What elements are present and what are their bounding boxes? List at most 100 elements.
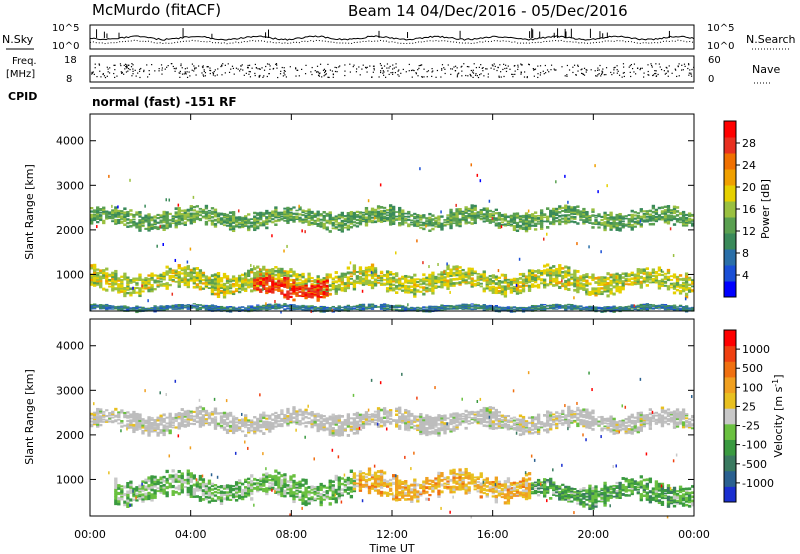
- freq-nave-dot: [655, 72, 657, 75]
- heatmap-cell: [219, 278, 224, 281]
- freq-nave-dot: [380, 70, 382, 72]
- heatmap-cell: [630, 223, 634, 227]
- heatmap-cell: [431, 291, 435, 295]
- heatmap-cell: [346, 278, 351, 282]
- heatmap-cell: [576, 283, 580, 287]
- freq-nave-dot: [397, 74, 399, 76]
- heatmap-cell: [216, 308, 221, 310]
- freq-nave-dot: [180, 63, 182, 65]
- heatmap-cell: [349, 307, 354, 309]
- heatmap-cell: [452, 220, 456, 222]
- heatmap-cell: [582, 277, 586, 281]
- heatmap-cell: [280, 213, 284, 216]
- heatmap-cell: [367, 218, 372, 221]
- heatmap-cell: [618, 221, 622, 225]
- heatmap-cell: [367, 219, 372, 222]
- heatmap-cell: [99, 283, 103, 287]
- freq-nave-dot: [596, 69, 599, 71]
- heatmap-cell: [452, 273, 456, 277]
- heatmap-cell: [295, 287, 299, 289]
- heatmap-cell: [286, 221, 290, 225]
- heatmap-cell: [539, 211, 544, 214]
- heatmap-cell: [361, 220, 366, 223]
- heatmap-cell: [621, 306, 625, 308]
- heatmap-cell: [407, 212, 411, 215]
- heatmap-cell: [195, 306, 200, 308]
- heatmap-cell: [268, 276, 272, 280]
- freq-nave-dot: [91, 71, 93, 74]
- heatmap-cell: [364, 282, 369, 286]
- heatmap-cell: [482, 220, 486, 223]
- heatmap-cell: [201, 212, 206, 214]
- heatmap-cell: [615, 282, 619, 285]
- heatmap-cell: [603, 281, 607, 284]
- heatmap-cell: [567, 280, 571, 284]
- heatmap-cell: [506, 221, 511, 223]
- heatmap-cell: [192, 220, 196, 224]
- heatmap-cell: [558, 271, 562, 275]
- heatmap-cell: [576, 209, 580, 212]
- heatmap-cell: [358, 270, 363, 273]
- freq-nave-dot: [339, 65, 341, 67]
- heatmap-cell: [404, 274, 408, 278]
- heatmap-cell: [171, 269, 175, 272]
- heatmap-cell: [298, 204, 300, 208]
- heatmap-cell: [392, 211, 396, 214]
- heatmap-cell: [425, 306, 429, 308]
- heatmap-cell: [189, 304, 193, 306]
- heatmap-cell: [346, 307, 351, 309]
- heatmap-cell: [612, 310, 616, 313]
- heatmap-cell: [464, 220, 468, 223]
- heatmap-cell: [428, 222, 432, 225]
- heatmap-cell: [349, 277, 354, 280]
- heatmap-cell: [521, 223, 526, 226]
- heatmap-cell: [192, 275, 196, 279]
- heatmap-cell: [265, 289, 269, 293]
- heatmap-cell: [222, 295, 227, 299]
- freq-nave-dot: [601, 70, 603, 72]
- heatmap-cell: [455, 222, 459, 225]
- heatmap-cell: [521, 216, 526, 219]
- heatmap-cell: [570, 283, 574, 286]
- heatmap-cell: [609, 283, 613, 287]
- heatmap-cell: [434, 219, 438, 222]
- heatmap-cell: [286, 281, 290, 285]
- heatmap-cell: [618, 285, 622, 289]
- heatmap-cell: [388, 216, 393, 220]
- heatmap-cell: [382, 304, 387, 306]
- heatmap-cell: [207, 276, 212, 279]
- heatmap-cell: [250, 306, 254, 308]
- freq-nave-dot: [688, 72, 690, 74]
- heatmap-cell: [364, 308, 369, 310]
- heatmap-cell: [564, 282, 568, 286]
- heatmap-cell: [265, 309, 269, 311]
- heatmap-cell: [530, 271, 535, 275]
- freq-nave-dot: [174, 70, 176, 72]
- heatmap-cell: [156, 285, 160, 288]
- heatmap-cell: [241, 217, 245, 220]
- heatmap-cell: [96, 211, 100, 214]
- heatmap-cell: [295, 212, 299, 215]
- heatmap-cell: [488, 289, 492, 292]
- heatmap-cell: [183, 268, 187, 271]
- heatmap-cell: [385, 219, 390, 222]
- heatmap-cell: [449, 280, 453, 283]
- heatmap-cell: [153, 279, 157, 282]
- heatmap-cell: [434, 282, 438, 285]
- heatmap-cell: [419, 280, 423, 283]
- heatmap-cell: [558, 304, 562, 306]
- heatmap-cell: [425, 308, 429, 310]
- heatmap-cell: [624, 223, 628, 226]
- heatmap-cell: [594, 222, 598, 224]
- heatmap-cell: [558, 307, 562, 309]
- heatmap-cell: [464, 279, 468, 282]
- freq-nave-dot: [372, 65, 375, 67]
- heatmap-cell: [567, 268, 571, 272]
- heatmap-cell: [455, 269, 459, 273]
- heatmap-cell: [476, 304, 480, 306]
- heatmap-cell: [488, 220, 492, 223]
- heatmap-cell: [192, 305, 196, 307]
- heatmap-cell: [564, 287, 568, 291]
- heatmap-cell: [310, 280, 314, 283]
- freq-nave-dot: [94, 67, 96, 69]
